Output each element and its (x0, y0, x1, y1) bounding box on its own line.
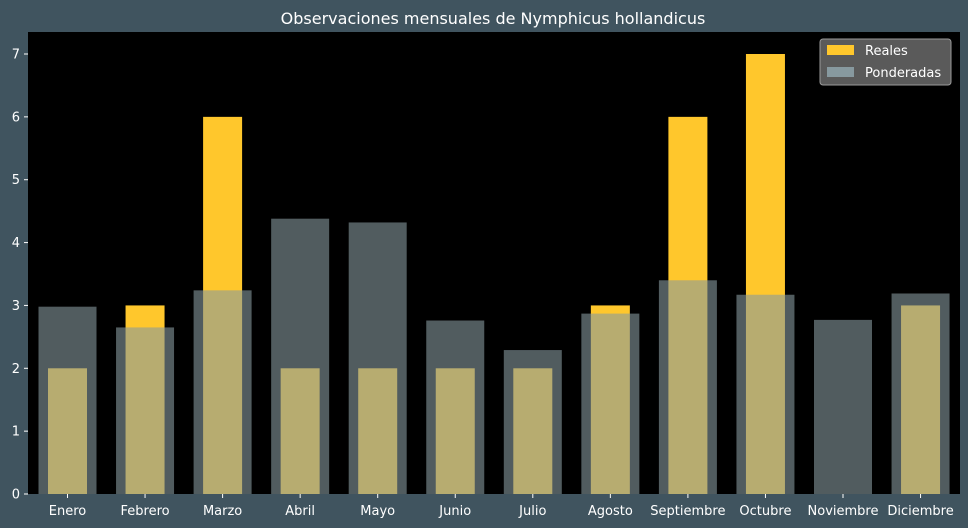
x-tick-label: Octubre (739, 504, 791, 519)
bar-ponderadas-0 (38, 306, 97, 494)
y-tick-label: 2 (12, 362, 20, 377)
bar-ponderadas-6 (503, 350, 562, 494)
bar-ponderadas-10 (814, 319, 872, 494)
bar-ponderadas-1 (116, 327, 175, 494)
bar-ponderadas-11 (891, 293, 950, 494)
y-tick-label: 0 (12, 488, 20, 503)
x-axis: Enero Febrero Marzo Abril Mayo Junio Julio Agos… (49, 494, 954, 519)
x-tick-label: Enero (49, 504, 87, 519)
y-axis: 0 1 2 3 4 5 6 7 (12, 48, 28, 503)
x-tick-label: Noviembre (808, 504, 879, 519)
plot-area (28, 32, 960, 494)
bar-ponderadas-4 (348, 222, 407, 494)
x-tick-label: Agosto (588, 504, 633, 519)
bar-ponderadas-2 (193, 290, 252, 494)
x-tick-label: Abril (285, 504, 315, 519)
x-tick-label: Febrero (121, 504, 170, 519)
x-tick-label: Mayo (360, 504, 395, 519)
bar-ponderadas-5 (426, 320, 485, 494)
x-tick-label: Julio (518, 504, 546, 519)
y-tick-label: 5 (12, 173, 20, 188)
legend-swatch-ponderadas (827, 67, 854, 77)
legend: Reales Ponderadas (819, 38, 952, 86)
bar-ponderadas-3 (271, 218, 330, 494)
y-tick-label: 4 (12, 236, 20, 251)
legend-label-reales: Reales (865, 44, 908, 59)
y-tick-label: 1 (12, 425, 20, 440)
x-tick-label: Septiembre (650, 504, 725, 519)
x-tick-label: Diciembre (887, 504, 953, 519)
bar-ponderadas-8 (658, 280, 717, 494)
legend-label-ponderadas: Ponderadas (865, 66, 941, 81)
y-tick-label: 3 (12, 299, 20, 314)
bar-ponderadas-7 (581, 313, 640, 494)
x-tick-label: Marzo (203, 504, 242, 519)
bar-ponderadas-9 (736, 294, 795, 494)
y-tick-label: 7 (12, 48, 20, 63)
legend-swatch-reales (827, 45, 854, 55)
chart-title: Observaciones mensuales de Nymphicus hol… (281, 9, 706, 28)
y-tick-label: 6 (12, 110, 20, 125)
series-ponderadas (38, 218, 950, 494)
x-tick-label: Junio (438, 504, 471, 519)
